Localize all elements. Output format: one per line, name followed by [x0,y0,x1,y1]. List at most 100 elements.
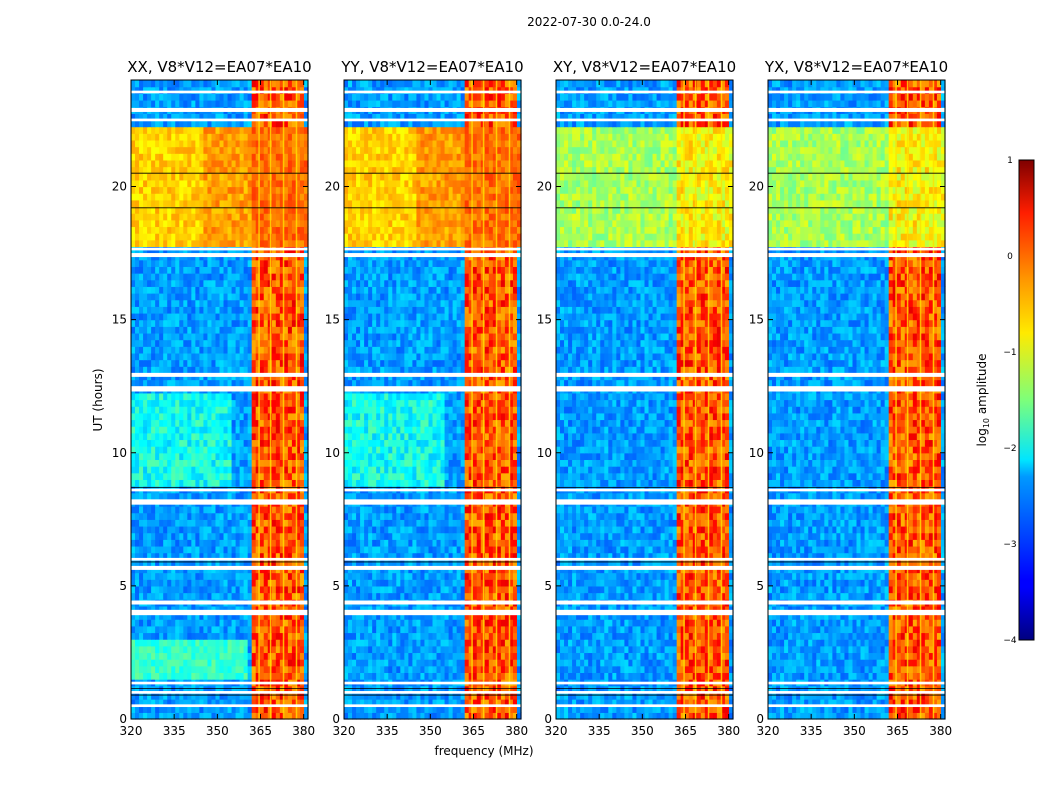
heatmap-cell [151,213,156,221]
heatmap-cell [424,685,430,693]
heatmap-cell [231,579,237,587]
heatmap-cell [231,585,237,594]
heatmap-cell [456,652,462,660]
heatmap-cell [139,119,144,128]
heatmap-cell [187,539,192,547]
heatmap-cell [219,346,225,354]
heatmap-cell [139,585,144,594]
heatmap-cell [179,239,184,248]
heatmap-cell [516,712,522,720]
heatmap-cell [448,659,454,667]
heatmap-cell [187,446,192,454]
heatmap-cell [251,359,257,367]
heatmap-cell [283,579,289,587]
heatmap-cell [239,293,245,301]
heatmap-cell [159,319,164,327]
heatmap-cell [171,579,176,587]
heatmap-cell [183,366,188,374]
heatmap-cell [163,625,168,634]
heatmap-cell [360,692,365,700]
heatmap-cell [155,166,160,174]
heatmap-cell [283,699,289,707]
heatmap-cell [191,226,196,234]
heatmap-cell [223,339,229,347]
heatmap-cell [472,632,478,640]
heatmap-cell [247,579,253,587]
heatmap-cell [263,326,269,334]
heatmap-cell [195,166,200,174]
heatmap-cell [163,639,168,647]
heatmap-cell [227,93,233,101]
heatmap-cell [235,319,241,327]
heatmap-cell [207,306,213,314]
heatmap-cell [167,159,172,168]
heatmap-cell [151,446,156,454]
heatmap-cell [295,552,301,560]
heatmap-cell [251,133,257,141]
heatmap-cell [291,539,297,547]
heatmap-cell [291,532,297,540]
heatmap-cell [243,419,249,427]
heatmap-cell [279,159,285,168]
heatmap-cell [247,685,253,693]
heatmap-cell [356,645,361,654]
heatmap-cell [219,466,225,474]
heatmap-cell [219,286,225,294]
heatmap-cell [179,93,184,101]
heatmap-cell [295,159,301,168]
heatmap-cell [167,605,172,614]
heatmap-cell [175,219,180,228]
heatmap-cell [283,146,289,154]
heatmap-cell [171,692,176,700]
heatmap-cell [400,612,405,620]
heatmap-cell [380,645,385,654]
heatmap-cell [231,366,237,374]
heatmap-cell [247,572,253,580]
heatmap-cell [175,346,180,354]
heatmap-cell [303,585,309,594]
heatmap-cell [239,226,245,234]
heatmap-cell [275,352,281,361]
heatmap-cell [211,359,217,367]
heatmap-cell [175,339,180,347]
heatmap-cell [496,625,502,634]
heatmap-cell [215,585,221,594]
heatmap-cell [263,286,269,294]
heatmap-cell [159,399,164,407]
heatmap-cell [239,273,245,281]
heatmap-cell [259,439,265,447]
heatmap-cell [352,605,357,614]
heatmap-cell [175,159,180,168]
heatmap-cell [299,665,305,674]
heatmap-cell [287,539,293,547]
heatmap-cell [247,299,253,307]
heatmap-cell [295,259,301,267]
heatmap-cell [219,206,225,214]
heatmap-cell [255,672,261,680]
heatmap-cell [171,506,176,514]
heatmap-cell [444,612,450,620]
heatmap-cell [299,199,305,208]
heatmap-cell [380,632,385,640]
heatmap-cell [259,332,265,341]
heatmap-cell [348,712,353,720]
heatmap-cell [219,293,225,301]
heatmap-cell [251,266,257,274]
heatmap-cell [219,199,225,208]
heatmap-cell [464,632,470,640]
heatmap-cell [171,512,176,520]
heatmap-cell [167,639,172,647]
heatmap-cell [143,619,148,627]
heatmap-cell [179,525,184,534]
heatmap-cell [143,352,148,361]
heatmap-cell [143,459,148,467]
heatmap-cell [291,319,297,327]
heatmap-cell [512,632,518,640]
heatmap-cell [271,539,277,547]
heatmap-cell [167,519,172,527]
heatmap-cell [151,625,156,634]
heatmap-cell [151,319,156,327]
heatmap-cell [275,446,281,454]
heatmap-cell [167,446,172,454]
heatmap-cell [271,412,277,421]
